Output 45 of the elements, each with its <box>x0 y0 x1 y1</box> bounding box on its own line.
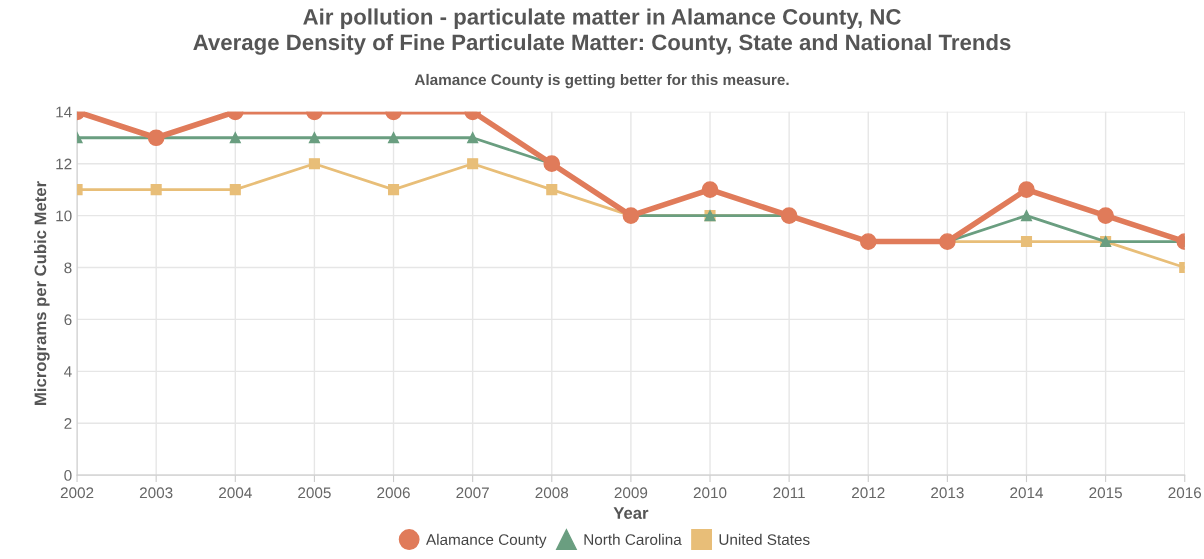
x-tick-label: 2012 <box>852 487 885 499</box>
point <box>229 184 241 196</box>
point <box>150 184 162 196</box>
x-tick-label: 2010 <box>693 487 727 499</box>
legend-label: Alamance County <box>426 533 547 549</box>
x-tick-label: 2004 <box>219 487 252 499</box>
y-tick-label: 6 <box>64 314 72 326</box>
y-tick-label: 12 <box>56 158 72 170</box>
point <box>467 158 479 170</box>
point <box>1020 210 1033 222</box>
point <box>1097 207 1114 224</box>
x-tick-label: 2007 <box>456 487 489 499</box>
point <box>308 132 320 144</box>
chart-subtitle: Alamance County is getting better for this measure. <box>414 73 789 89</box>
y-tick-label: 4 <box>64 366 72 377</box>
x-tick-label: 2006 <box>377 487 410 499</box>
y-tick-label: 8 <box>64 262 72 274</box>
x-tick-label: 2014 <box>1010 487 1044 499</box>
y-tick-label: 2 <box>64 418 72 429</box>
x-tick-label: 2016 <box>1168 487 1202 499</box>
x-tick-label: 2013 <box>931 487 964 499</box>
x-tick-label: 2002 <box>60 487 94 499</box>
y-tick-label: 0 <box>64 470 72 481</box>
point <box>229 132 241 144</box>
point <box>1020 236 1033 248</box>
x-tick-label: 2015 <box>1089 487 1122 499</box>
point <box>387 132 400 144</box>
point <box>308 158 320 170</box>
point <box>1018 181 1035 198</box>
legend-label: United States <box>719 533 810 546</box>
legend-label: North Carolina <box>584 533 682 546</box>
point <box>546 184 558 196</box>
x-tick-label: 2009 <box>614 487 648 499</box>
x-tick-label: 2011 <box>773 487 805 499</box>
chart-title: Air pollution - particulate matter in Alamance County, NC Average Density of Fine Particulate Matter: County, State and National Trends <box>193 8 1011 55</box>
x-tick-label: 2003 <box>139 487 173 499</box>
x-axis-title: Year <box>613 507 649 519</box>
point <box>467 132 479 144</box>
y-axis-title: Micrograms per Cubic Meter <box>34 181 50 405</box>
y-tick-label: 10 <box>56 210 72 222</box>
x-tick-label: 2005 <box>298 487 331 499</box>
point <box>701 181 719 198</box>
point <box>387 184 400 196</box>
x-tick-label: 2008 <box>535 487 569 499</box>
y-tick-label: 14 <box>56 106 72 118</box>
